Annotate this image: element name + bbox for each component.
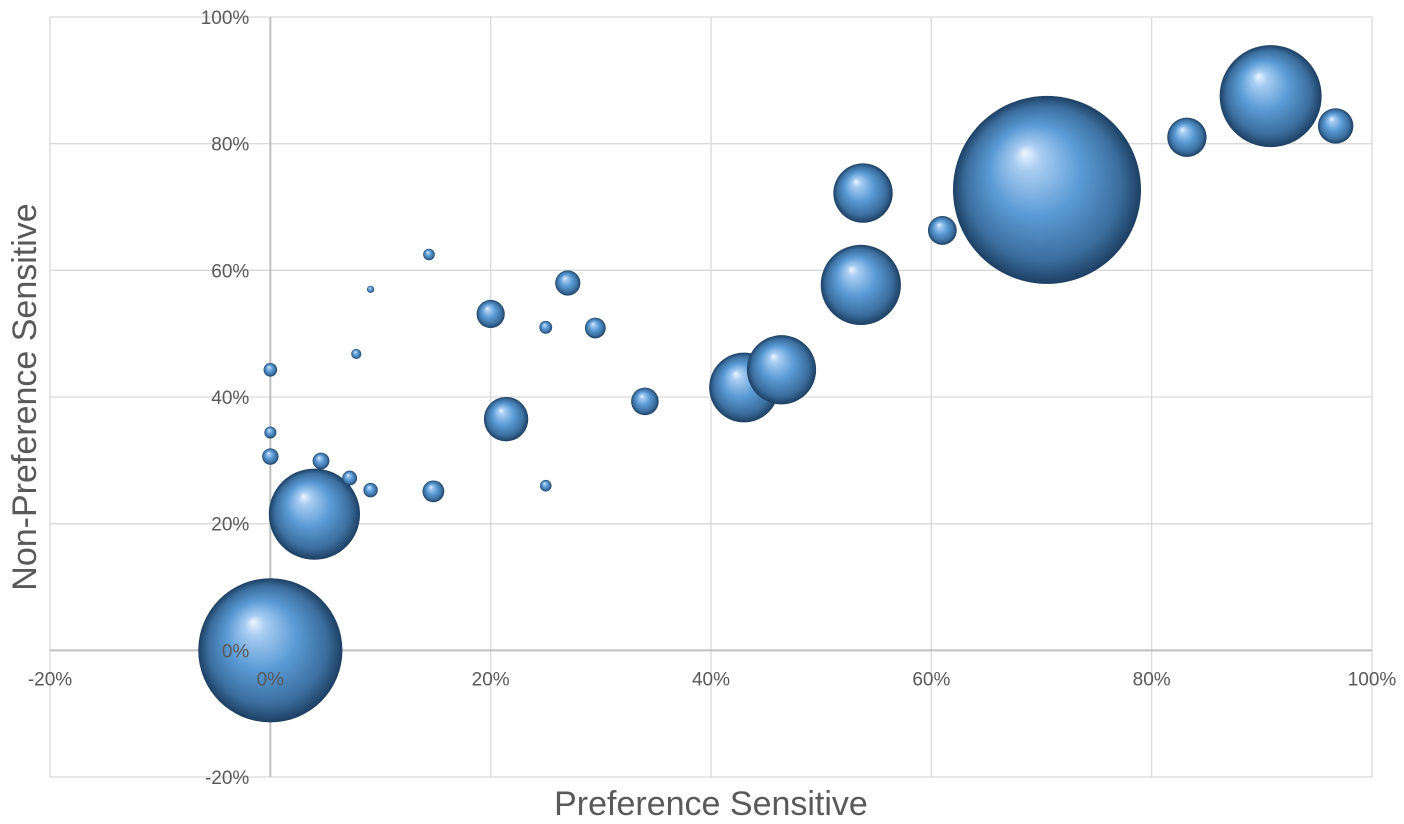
- bubble-point: [1317, 108, 1354, 144]
- bubble-point: [422, 480, 445, 503]
- tick-labels: -20% 0% 20% 40% 60% 80% 100% -20% 0% 20% 40% 60% 80%…: [28, 8, 1397, 789]
- x-tick-label: 20%: [472, 669, 510, 690]
- bubble-point: [539, 479, 552, 492]
- bubble-point: [1219, 45, 1322, 148]
- x-axis-title: Preference Sensitive: [554, 785, 868, 823]
- x-tick-label: 40%: [692, 669, 730, 690]
- bubble-series: [198, 45, 1354, 723]
- y-tick-label: -20%: [205, 768, 249, 789]
- x-tick-label: 100%: [1348, 669, 1397, 690]
- bubble-point: [262, 448, 279, 465]
- x-tick-label: 0%: [257, 669, 285, 690]
- bubble-point: [953, 95, 1142, 284]
- x-tick-label: 80%: [1133, 669, 1171, 690]
- bubble-point: [1167, 117, 1207, 158]
- bubble-point: [555, 270, 581, 296]
- bubble-point: [268, 468, 360, 560]
- bubble-point: [833, 163, 893, 223]
- y-tick-label: 40%: [211, 388, 249, 409]
- bubble-point: [483, 396, 529, 442]
- bubble-point: [631, 387, 659, 416]
- bubble-point: [264, 426, 277, 439]
- x-tick-label: 60%: [912, 669, 950, 690]
- bubble-point: [351, 348, 362, 360]
- bubble-point: [342, 470, 358, 486]
- y-tick-label: 20%: [211, 515, 249, 536]
- bubble-point: [584, 317, 606, 339]
- y-tick-label: 0%: [222, 641, 250, 662]
- bubble-point: [198, 578, 343, 723]
- y-tick-label: 60%: [211, 261, 249, 282]
- y-tick-label: 80%: [211, 135, 249, 156]
- bubble-point: [363, 482, 378, 498]
- bubble-point: [366, 285, 375, 293]
- x-tick-label: -20%: [28, 669, 72, 690]
- bubble-point: [423, 248, 435, 261]
- y-axis-title: Non-Preference Sensitive: [6, 203, 44, 590]
- bubble-point: [927, 216, 957, 245]
- bubble-point: [539, 320, 553, 334]
- bubble-point: [263, 362, 278, 377]
- bubble-point: [312, 452, 330, 470]
- y-tick-label: 100%: [201, 8, 250, 29]
- bubble-point: [820, 244, 901, 325]
- bubble-point: [746, 335, 817, 405]
- bubble-point: [476, 299, 505, 329]
